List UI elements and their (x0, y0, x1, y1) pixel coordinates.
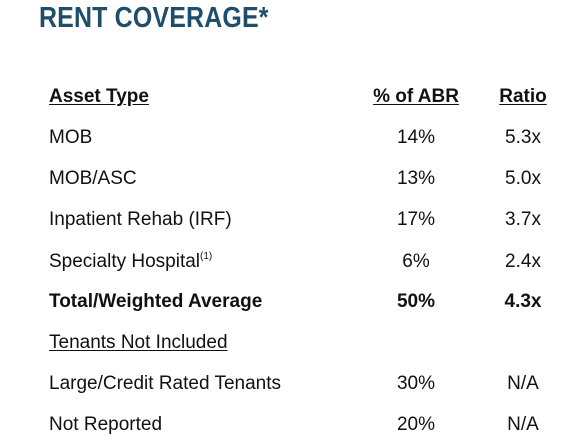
asset-type-cell: Large/Credit Rated Tenants (49, 373, 282, 394)
table-row: MOB 14% 5.3x (0, 123, 575, 153)
table-row: Large/Credit Rated Tenants 30% N/A (0, 369, 575, 399)
not-included-heading: Tenants Not Included (49, 332, 228, 353)
pct-abr-cell: 17% (396, 209, 436, 230)
table-header-row: Asset Type % of ABR Ratio (0, 82, 575, 112)
ratio-cell: 3.7x (505, 209, 541, 230)
ratio-cell: 5.3x (505, 127, 541, 148)
page-title: RENT COVERAGE* (39, 2, 269, 34)
total-pct-abr: 50% (396, 291, 436, 312)
pct-abr-cell: 6% (402, 251, 430, 272)
asset-type-header: Asset Type (49, 86, 149, 107)
table-row: Inpatient Rehab (IRF) 17% 3.7x (0, 205, 575, 235)
table-row: Not Reported 20% N/A (0, 410, 575, 440)
pct-abr-cell: 13% (396, 168, 436, 189)
ratio-cell: N/A (507, 373, 539, 394)
pct-abr-cell: 20% (396, 414, 436, 435)
pct-abr-cell: 30% (396, 373, 436, 394)
total-ratio: 4.3x (504, 291, 542, 312)
table-row: MOB/ASC 13% 5.0x (0, 164, 575, 194)
total-label: Total/Weighted Average (49, 291, 263, 312)
ratio-cell: N/A (507, 414, 539, 435)
asset-type-cell: MOB (49, 127, 93, 148)
not-included-header-row: Tenants Not Included (0, 328, 575, 358)
ratio-cell: 2.4x (505, 251, 541, 272)
table-row: Specialty Hospital(1) 6% 2.4x (0, 247, 575, 277)
footnote-marker: (1) (200, 251, 213, 262)
asset-type-cell: Not Reported (49, 414, 163, 435)
asset-type-cell: Specialty Hospital(1) (49, 247, 212, 277)
asset-type-cell: MOB/ASC (49, 168, 137, 189)
pct-abr-cell: 14% (396, 127, 436, 148)
total-row: Total/Weighted Average 50% 4.3x (0, 287, 575, 317)
ratio-cell: 5.0x (505, 168, 541, 189)
ratio-header: Ratio (499, 86, 547, 107)
pct-abr-header: % of ABR (373, 86, 459, 107)
asset-type-cell: Inpatient Rehab (IRF) (49, 209, 232, 230)
asset-type-text: Specialty Hospital (49, 251, 201, 272)
